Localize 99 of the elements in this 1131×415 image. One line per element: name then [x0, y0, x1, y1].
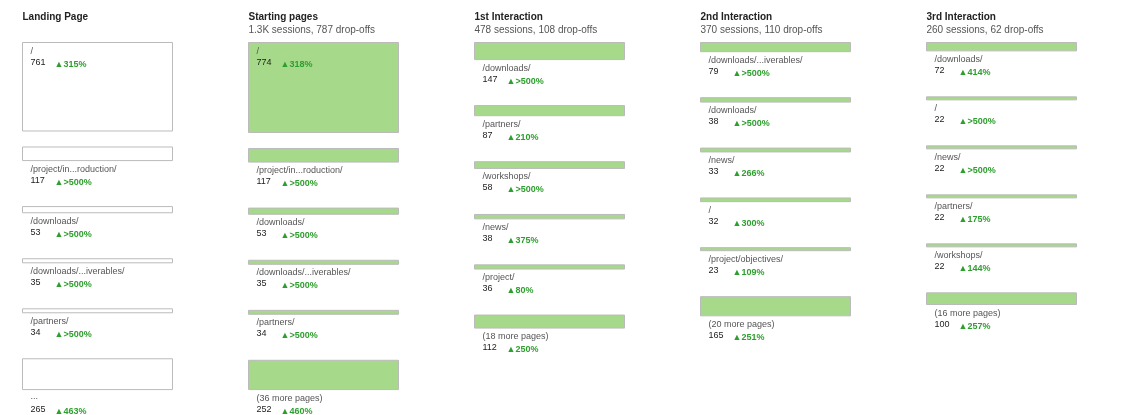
- data-label: 33: [708, 165, 719, 176]
- data-label: 87: [482, 129, 493, 140]
- text: 3rd Interaction: [926, 11, 996, 22]
- category-label: /workshops/: [482, 171, 532, 182]
- data-label: 117: [30, 174, 45, 185]
- category-label: /partners/: [256, 317, 296, 328]
- category-label: (36 more pages): [256, 392, 323, 403]
- category-label: /news/: [482, 221, 510, 232]
- text: ▲>500%: [280, 178, 318, 189]
- data-label: 35: [256, 278, 267, 289]
- category-label: ...: [30, 390, 39, 401]
- category-label: /downloads/...iverables/: [30, 265, 126, 276]
- text: Starting pages: [248, 11, 319, 22]
- text: ▲>500%: [54, 176, 92, 187]
- text: ▲>500%: [54, 278, 92, 289]
- data-label: 32: [708, 215, 719, 226]
- category-label: /downloads/: [256, 217, 306, 228]
- data-label: 147: [482, 73, 498, 84]
- text: ▲>500%: [958, 164, 996, 175]
- text: ▲>500%: [280, 280, 318, 291]
- text: 1st Interaction: [474, 11, 543, 22]
- text: Landing Page: [22, 11, 89, 22]
- text: ▲460%: [280, 405, 313, 415]
- text: 1.3K sessions, 787 drop-offs: [248, 24, 376, 35]
- text: ▲>500%: [280, 230, 318, 241]
- text: 2nd Interaction: [700, 11, 773, 22]
- data-label: 79: [708, 65, 719, 76]
- data-label: 22: [934, 113, 945, 124]
- data-label: 38: [482, 232, 493, 243]
- category-label: /project/in...roduction/: [30, 163, 118, 174]
- text: ▲257%: [958, 320, 991, 331]
- data-label: 22: [934, 260, 945, 271]
- data-label: 761: [30, 56, 46, 67]
- category-label: /downloads/...iverables/: [256, 267, 352, 278]
- category-label: /downloads/...iverables/: [708, 54, 804, 65]
- data-label: 53: [256, 228, 267, 239]
- data-label: 100: [934, 318, 950, 329]
- text: ▲>500%: [506, 75, 544, 86]
- category-label: /partners/: [934, 200, 974, 211]
- category-label: /project/: [482, 272, 516, 283]
- data-label: 774: [256, 56, 272, 67]
- text: ▲266%: [732, 167, 765, 178]
- text: ▲315%: [54, 58, 87, 69]
- text: ▲463%: [54, 405, 87, 415]
- category-label: /project/objectives/: [708, 253, 784, 264]
- category-label: (16 more pages): [934, 307, 1001, 318]
- text: ▲300%: [732, 217, 765, 228]
- text: ▲>500%: [958, 115, 996, 126]
- data-label: 23: [708, 264, 719, 275]
- text: ▲>500%: [280, 330, 318, 341]
- text: ▲>500%: [506, 184, 544, 195]
- category-label: /downloads/: [482, 62, 532, 73]
- text: ▲210%: [506, 131, 539, 142]
- category-label: /: [30, 45, 34, 56]
- data-label: 22: [934, 162, 945, 173]
- data-label: 58: [482, 182, 493, 193]
- category-label: /partners/: [482, 118, 522, 129]
- data-label: 34: [30, 326, 41, 337]
- category-label: (18 more pages): [482, 331, 549, 342]
- text: ▲>500%: [732, 67, 770, 78]
- data-label: 36: [482, 283, 493, 294]
- data-label: 22: [934, 211, 945, 222]
- data-label: 252: [256, 403, 272, 414]
- text: ▲318%: [280, 58, 313, 69]
- data-label: 165: [708, 329, 724, 340]
- data-label: 34: [256, 328, 267, 339]
- category-label: /project/in...roduction/: [256, 165, 344, 176]
- text: ▲>500%: [732, 118, 770, 129]
- data-label: 38: [708, 116, 719, 127]
- category-label: /downloads/: [30, 215, 80, 226]
- text: ▲>500%: [54, 328, 92, 339]
- text: 370 sessions, 110 drop-offs: [700, 24, 823, 35]
- text: ▲80%: [506, 285, 534, 296]
- data-label: 53: [30, 226, 41, 237]
- category-label: (20 more pages): [708, 318, 775, 329]
- category-label: /downloads/: [934, 53, 984, 64]
- data-label: 117: [256, 176, 271, 187]
- text: ▲251%: [732, 331, 765, 342]
- text: ▲175%: [958, 213, 991, 224]
- data-label: 265: [30, 403, 46, 414]
- text: 478 sessions, 108 drop-offs: [474, 24, 598, 35]
- category-label: /news/: [934, 151, 962, 162]
- text: ▲250%: [506, 344, 539, 355]
- text: ▲>500%: [54, 228, 92, 239]
- category-label: /news/: [708, 154, 736, 165]
- category-label: /: [934, 102, 938, 113]
- data-label: 35: [30, 276, 41, 287]
- category-label: /downloads/: [708, 105, 758, 116]
- text: 260 sessions, 62 drop-offs: [926, 24, 1044, 35]
- data-label: 72: [934, 64, 945, 75]
- category-label: /partners/: [30, 315, 70, 326]
- category-label: /workshops/: [934, 249, 984, 260]
- text: ▲144%: [958, 262, 991, 273]
- category-label: /: [708, 204, 712, 215]
- text: ▲109%: [732, 266, 765, 277]
- text: ▲414%: [958, 66, 991, 77]
- text: ▲375%: [506, 234, 539, 245]
- category-label: /: [256, 45, 260, 56]
- data-label: 112: [482, 342, 497, 353]
